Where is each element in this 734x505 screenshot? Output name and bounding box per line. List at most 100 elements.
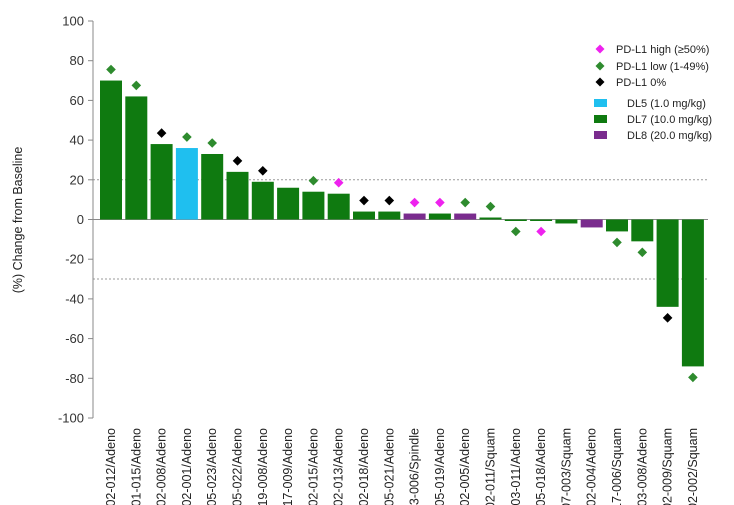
- category-label: 903-011/Adeno: [509, 428, 523, 505]
- pdl1-marker: [637, 247, 648, 258]
- legend-label-high: PD-L1 high (≥50%): [616, 44, 709, 56]
- y-axis: 100 80 60 40 20 0 -20 -40 -60 -80 -100: [58, 14, 708, 426]
- pdl1-marker: [106, 64, 116, 75]
- category-label: 902-013/Adeno: [332, 428, 346, 505]
- category-label: 903-006/Spindle: [408, 428, 422, 505]
- legend-swatch-DL7: [594, 115, 607, 123]
- y-tick-label: -80: [65, 371, 84, 386]
- legend-label-zero: PD-L1 0%: [616, 77, 666, 89]
- bar: [403, 213, 426, 220]
- pdl1-marker: [409, 197, 420, 208]
- y-tick-label: 40: [70, 133, 84, 148]
- y-tick-label: 0: [77, 212, 84, 227]
- bar: [150, 144, 173, 220]
- pdl1-marker: [258, 165, 268, 176]
- category-label: 902-004/Adeno: [585, 428, 599, 505]
- pdl1-marker: [232, 156, 243, 166]
- legend-label-DL5: DL5 (1.0 mg/kg): [627, 98, 706, 110]
- legend-marker-zero: [595, 77, 605, 87]
- y-tick-label: 20: [70, 172, 84, 187]
- legend-marker-high: [595, 44, 605, 54]
- pdl1-marker: [359, 195, 369, 206]
- pdl1-marker: [308, 175, 319, 186]
- bar: [428, 213, 451, 220]
- category-label: 902-018/Adeno: [357, 428, 371, 505]
- y-tick-label: 100: [62, 14, 84, 29]
- y-tick-label: 80: [70, 53, 84, 68]
- pdl1-marker: [485, 201, 496, 212]
- bar: [226, 171, 249, 220]
- pdl1-marker: [333, 177, 344, 188]
- pdl1-marker: [156, 128, 167, 138]
- category-label: 917-006/Squam: [610, 428, 624, 505]
- bar: [125, 96, 148, 220]
- bar: [555, 219, 578, 224]
- category-label: 907-003/Squam: [559, 428, 573, 505]
- bars: [100, 80, 704, 367]
- category-label: 902-011/Squam: [484, 428, 498, 505]
- pdl1-marker: [612, 237, 622, 248]
- y-tick-label: -100: [58, 411, 84, 426]
- legend-label-low: PD-L1 low (1-49%): [616, 61, 709, 73]
- y-tick-label: 60: [70, 93, 84, 108]
- bar: [201, 153, 224, 220]
- bar: [327, 193, 350, 220]
- legend: PD-L1 high (≥50%) PD-L1 low (1-49%) PD-L1 …: [594, 44, 712, 142]
- legend-swatch-DL5: [594, 99, 607, 107]
- bar: [175, 148, 198, 220]
- legend-marker-low: [595, 61, 605, 71]
- pdl1-marker: [511, 226, 521, 237]
- pdl1-marker: [435, 197, 445, 208]
- bar: [454, 213, 477, 220]
- pdl1-marker: [688, 372, 698, 383]
- bar: [277, 187, 300, 220]
- category-label: 917-009/Adeno: [281, 428, 295, 505]
- category-label: 905-018/Adeno: [534, 428, 548, 505]
- bar: [479, 217, 502, 220]
- pdl1-marker: [460, 197, 470, 208]
- bar: [251, 181, 274, 220]
- reference-lines: [93, 179, 708, 280]
- y-axis-title: (%) Change from Baseline: [11, 147, 25, 294]
- category-label: 901-015/Adeno: [129, 428, 143, 505]
- bar: [302, 191, 325, 220]
- y-tick-label: -60: [65, 331, 84, 346]
- category-label: 902-005/Adeno: [458, 428, 472, 505]
- bar: [681, 219, 704, 367]
- y-tick-label: -40: [65, 291, 84, 306]
- y-tick-label: -20: [65, 252, 84, 267]
- legend-swatch-DL8: [594, 131, 607, 139]
- pdl1-marker: [384, 195, 395, 206]
- bar: [353, 211, 375, 220]
- pdl1-markers: [106, 64, 698, 383]
- category-label: 902-015/Adeno: [306, 428, 320, 505]
- pdl1-marker: [536, 226, 546, 237]
- category-label: 905-019/Adeno: [433, 428, 447, 505]
- category-label: 905-022/Adeno: [231, 428, 245, 505]
- pdl1-marker: [182, 132, 192, 142]
- category-label: 902-008/Adeno: [155, 428, 169, 505]
- legend-label-DL8: DL8 (20.0 mg/kg): [627, 130, 712, 142]
- category-label: 903-008/Adeno: [635, 428, 649, 505]
- bar: [580, 219, 603, 228]
- bar: [504, 219, 527, 221]
- bar: [656, 219, 679, 307]
- category-label: 902-002/Squam: [686, 428, 700, 505]
- category-labels: 902-012/Adeno 901-015/Adeno 902-008/Adeno 9…: [104, 428, 700, 505]
- category-label: 919-008/Adeno: [256, 428, 270, 505]
- category-label: 905-023/Adeno: [205, 428, 219, 505]
- bar: [606, 219, 628, 232]
- bar: [631, 219, 654, 242]
- bar: [530, 219, 553, 221]
- category-label: 905-021/Adeno: [382, 428, 396, 505]
- pdl1-marker: [207, 138, 217, 148]
- pdl1-marker: [662, 313, 673, 323]
- bar: [378, 211, 401, 220]
- legend-label-DL7: DL7 (10.0 mg/kg): [627, 114, 712, 126]
- bar: [100, 80, 122, 220]
- category-label: 902-009/Squam: [661, 428, 675, 505]
- category-label: 902-001/Adeno: [180, 428, 194, 505]
- pdl1-marker: [131, 80, 142, 91]
- category-label: 902-012/Adeno: [104, 428, 118, 505]
